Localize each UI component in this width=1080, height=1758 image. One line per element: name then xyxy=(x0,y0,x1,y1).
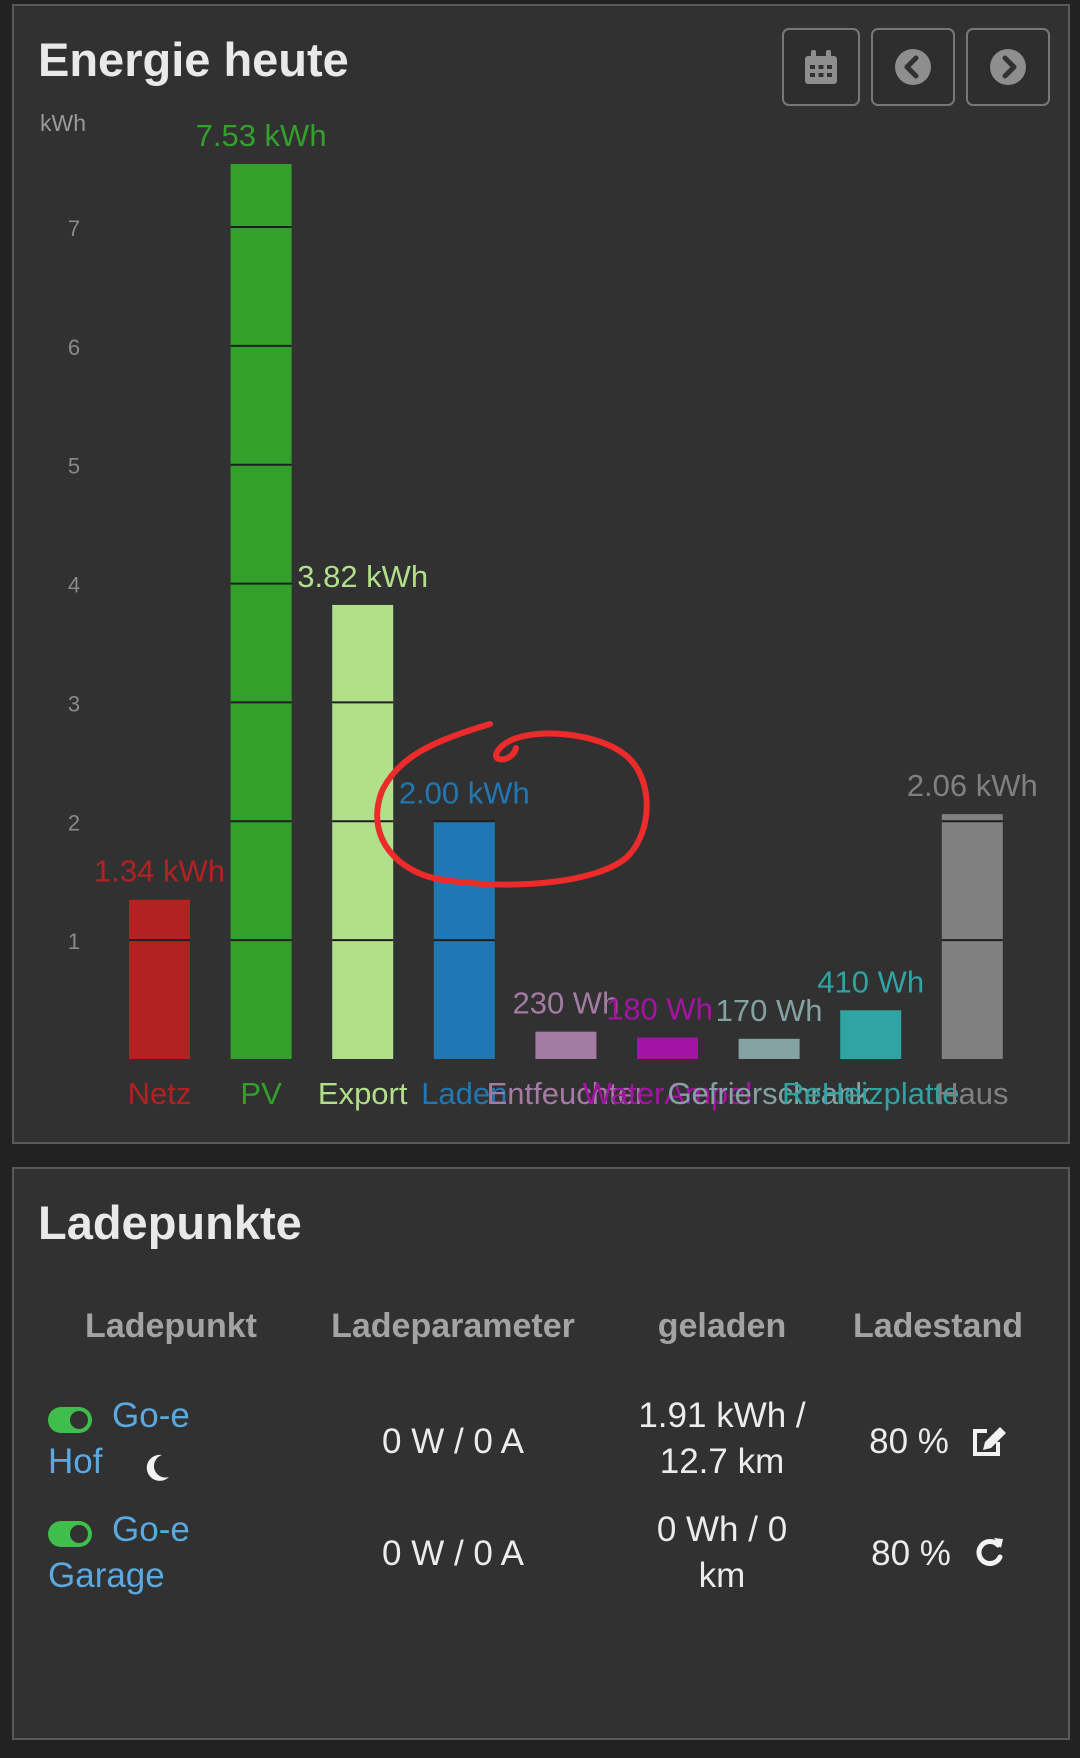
bar xyxy=(637,1037,698,1059)
chargepoints-panel: Ladepunkte Ladepunkt Ladeparameter gelad… xyxy=(12,1167,1070,1740)
bar xyxy=(332,604,394,1059)
moon-icon[interactable] xyxy=(142,1452,172,1484)
y-tick-label: 3 xyxy=(68,691,80,716)
column-header-charged: geladen xyxy=(657,1307,787,1345)
bar xyxy=(840,1010,902,1059)
chargepoint-toggle[interactable] xyxy=(48,1521,92,1547)
y-tick-label: 6 xyxy=(68,335,80,360)
charge-parameters: 0 W / 0 A xyxy=(382,1534,524,1573)
category-label: Entfeuchter xyxy=(487,1076,646,1111)
charged-line1: 1.91 kWh / xyxy=(638,1396,806,1435)
category-label: ReHeizplatte xyxy=(782,1076,959,1111)
calendar-icon xyxy=(805,50,837,84)
category-label: PV xyxy=(240,1076,282,1111)
chevron-left-circle-icon xyxy=(895,49,931,85)
bar-value-label: 2.00 kWh xyxy=(399,775,530,810)
state-of-charge: 80 % xyxy=(871,1534,951,1573)
calendar-button[interactable] xyxy=(782,28,860,106)
bar-value-label: 410 Wh xyxy=(817,964,924,999)
energy-bar-chart: kWh 1 2 3 4 5 6 7 Netz PV Export LadenEntfeuchter… xyxy=(40,110,1038,1111)
chargepoint-name-line1: Go-e xyxy=(112,1510,190,1549)
next-day-button[interactable] xyxy=(966,28,1050,106)
panel-title-chargepoints: Ladepunkte xyxy=(38,1196,302,1249)
bar-value-label: 1.34 kWh xyxy=(94,854,225,889)
energy-today-panel: Energie heute kWh 1 2 3 4 5 6 7 Netz PV Export La… xyxy=(12,4,1070,1144)
y-axis-unit-label: kWh xyxy=(40,110,86,136)
column-header-parameters: Ladeparameter xyxy=(331,1307,575,1345)
bar xyxy=(535,1031,597,1059)
charged-line2: km xyxy=(698,1556,746,1595)
bar-value-label: 3.82 kWh xyxy=(297,559,428,594)
bar-value-label: 7.53 kWh xyxy=(196,118,327,153)
bar-value-label: 230 Wh xyxy=(512,986,619,1021)
chargepoint-name-line2: Hof xyxy=(48,1442,103,1481)
previous-day-button[interactable] xyxy=(871,28,955,106)
refresh-icon[interactable] xyxy=(972,1536,1006,1570)
charged-line2: 12.7 km xyxy=(659,1442,785,1481)
charged-energy: 0 Wh / 0 km xyxy=(602,1507,842,1599)
chevron-right-circle-icon xyxy=(990,49,1026,85)
y-tick-label: 4 xyxy=(68,573,80,598)
y-tick-label: 7 xyxy=(68,216,80,241)
bar-value-label: 180 Wh xyxy=(606,992,713,1027)
bar xyxy=(230,164,292,1059)
charged-energy: 1.91 kWh / 12.7 km xyxy=(602,1393,842,1485)
category-label: Haus xyxy=(936,1076,1008,1111)
bar-value-label: 170 Wh xyxy=(716,993,823,1028)
y-tick-label: 2 xyxy=(68,810,80,835)
panel-title-energy: Energie heute xyxy=(38,33,349,86)
column-header-soc: Ladestand xyxy=(852,1307,1024,1345)
chargepoint-name-line1: Go-e xyxy=(112,1396,190,1435)
category-label: WaterAmpel xyxy=(583,1076,752,1111)
y-tick-label: 1 xyxy=(68,929,80,954)
bar xyxy=(129,899,190,1059)
category-label: Gefrierschrank xyxy=(667,1076,871,1111)
chargepoint-toggle[interactable] xyxy=(48,1407,92,1433)
bar xyxy=(738,1038,800,1059)
chargepoint-name-link[interactable]: Go-e Garage xyxy=(48,1507,228,1599)
category-label: Laden xyxy=(421,1076,507,1111)
charged-line1: 0 Wh / 0 xyxy=(656,1510,788,1549)
bar-value-label: 2.06 kWh xyxy=(907,768,1038,803)
chargepoint-name-line2: Garage xyxy=(48,1556,165,1595)
chargepoint-name-link[interactable]: Go-e Hof xyxy=(48,1393,228,1485)
bar xyxy=(941,814,1003,1059)
annotation-circle xyxy=(374,721,650,888)
charge-parameters: 0 W / 0 A xyxy=(382,1422,524,1461)
state-of-charge: 80 % xyxy=(869,1422,949,1461)
category-label: Export xyxy=(318,1076,408,1111)
edit-icon[interactable] xyxy=(970,1425,1008,1459)
category-label: Netz xyxy=(128,1076,192,1111)
y-tick-label: 5 xyxy=(68,454,80,479)
column-header-chargepoint: Ladepunkt xyxy=(85,1307,257,1345)
